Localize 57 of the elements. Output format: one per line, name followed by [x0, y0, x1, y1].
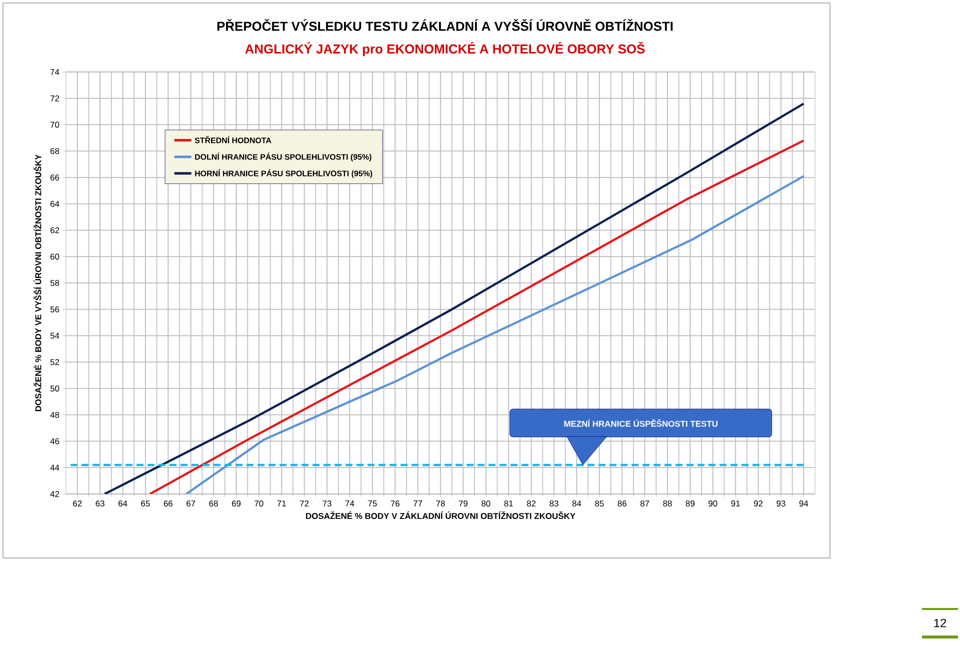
y-tick-label: 66: [50, 174, 60, 180]
x-tick-label: 73: [322, 500, 332, 506]
chart-subtitle: ANGLICKÝ JAZYK pro EKONOMICKÉ A HOTELOVÉ OBORY SOŠ: [245, 42, 645, 56]
y-tick-label: 56: [50, 306, 60, 312]
y-tick-label: 60: [50, 254, 60, 260]
x-tick-label: 89: [686, 500, 694, 506]
x-tick-label: 87: [640, 500, 650, 506]
chart-title: PŘEPOČET VÝSLEDKU TESTU ZÁKLADNÍ A VYŠŠÍ ÚROVNĚ OBTÍŽNOSTI: [217, 19, 673, 31]
y-tick-label: 68: [50, 148, 60, 154]
x-tick-label: 72: [300, 500, 309, 506]
x-tick-label: 78: [436, 500, 445, 506]
x-tick-label: 75: [368, 500, 377, 506]
x-tick-label: 76: [390, 500, 400, 506]
x-tick-label: 82: [526, 500, 536, 506]
y-tick-label: 64: [50, 200, 60, 207]
x-tick-label: 70: [254, 500, 264, 506]
x-tick-label: 85: [595, 500, 604, 506]
x-tick-label: 77: [414, 500, 422, 506]
annotation: MEZNÍ HRANICE ÚSPĚŠNOSTI TESTU: [564, 419, 718, 427]
y-tick-label: 48: [50, 412, 60, 418]
x-tick-label: 88: [663, 500, 672, 506]
x-axis-title: DOSAŽENÉ % BODY V ZÁKLADNÍ ÚROVNI OBTÍŽNOSTI ZKOUŠKY: [306, 511, 576, 520]
x-tick-label: 94: [799, 500, 808, 506]
x-tick-label: 92: [754, 500, 763, 506]
x-tick-label: 84: [572, 500, 582, 506]
x-tick-label: 62: [73, 500, 82, 506]
y-tick-label: 62: [50, 227, 60, 234]
x-tick-label: 83: [550, 500, 558, 506]
x-tick-label: 65: [141, 500, 150, 506]
x-tick-label: 66: [164, 500, 172, 506]
line-series: [103, 102, 805, 494]
y-tick-label: 52: [50, 359, 60, 366]
x-tick-label: 63: [96, 500, 104, 506]
y-tick-label: 58: [50, 280, 60, 286]
y-tick-label: 54: [50, 332, 60, 339]
y-tick-label: 70: [50, 122, 60, 128]
y-tick-label: 44: [50, 464, 60, 471]
x-tick-label: 81: [504, 500, 513, 506]
x-tick-label: 69: [232, 500, 241, 506]
y-tick-label: 42: [50, 491, 60, 497]
x-tick-label: 90: [708, 500, 718, 506]
x-tick-label: 80: [482, 500, 490, 506]
y-tick-label: 74: [50, 69, 60, 75]
x-tick-label: 93: [776, 500, 786, 506]
y-axis-title: DOSAŽENÉ % BODY VE VYŠŠÍ ÚROVNI OBTÍŽNOSTI ZKOUŠKY: [34, 154, 42, 412]
x-tick-label: 67: [186, 500, 196, 506]
text: 12: [934, 618, 946, 628]
x-tick-label: 79: [458, 500, 468, 506]
x-tick-label: 68: [209, 500, 218, 506]
x-tick-label: 71: [277, 500, 286, 506]
y-tick-label: 46: [50, 438, 60, 444]
x-tick-label: 64: [118, 500, 128, 506]
x-tick-label: 74: [345, 500, 354, 506]
y-tick-label: 50: [50, 385, 60, 392]
x-tick-label: 91: [731, 500, 740, 506]
x-tick-label: 86: [618, 500, 626, 506]
y-tick-label: 72: [50, 95, 60, 102]
